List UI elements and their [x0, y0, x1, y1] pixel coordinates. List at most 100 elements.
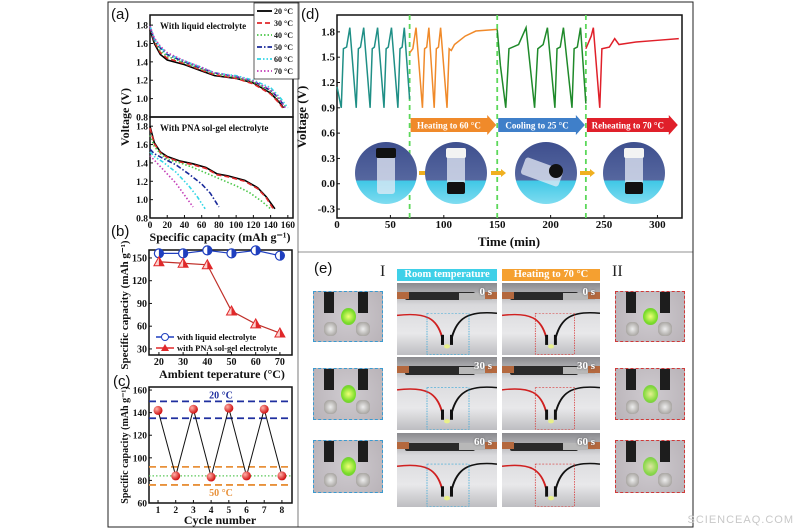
y-tick-label: 150 [132, 253, 147, 264]
x-tick-label: 50 [385, 219, 397, 231]
clip [502, 441, 514, 450]
y-tick-label: 120 [132, 276, 147, 287]
legend-label: with liquid electrolyte [177, 332, 256, 342]
clip [659, 292, 671, 313]
led-inset-heat-2 [615, 440, 685, 493]
data-point-fill [183, 248, 188, 258]
y-tick-label: 0.0 [321, 178, 335, 190]
timestamp: 60 s [473, 436, 492, 448]
lead [658, 472, 672, 487]
clip [397, 365, 409, 374]
x-tick-label: 140 [263, 221, 278, 231]
x-tick-label: 1 [156, 506, 161, 516]
y-tick-label: 1.8 [136, 123, 148, 133]
data-point-fill [183, 258, 189, 268]
data-point-fill [279, 251, 285, 261]
vial-photo-gel-reheated [603, 142, 665, 204]
clip [485, 291, 497, 299]
data-point [224, 403, 234, 413]
timestamp: 60 s [576, 436, 595, 448]
battery-end [562, 367, 596, 374]
battery-end [459, 293, 492, 300]
battery [405, 442, 475, 451]
y-tick-label: 80 [138, 477, 148, 487]
clip [625, 441, 637, 463]
x-tick-label: 60 [251, 357, 261, 368]
plot-frame [336, 14, 683, 219]
x-tick-label: 70 [275, 357, 285, 368]
led-photo-heat-0: 0 s [502, 283, 600, 355]
legend-label: 70 °C [274, 67, 293, 76]
voltage-trace-3 [585, 27, 679, 108]
x-tick-label: 100 [436, 219, 453, 231]
led-photo-room-0: 0 s [397, 283, 497, 355]
led-inset-heat-0 [615, 291, 685, 342]
x-tick-label: 5 [226, 506, 231, 516]
clip [485, 365, 497, 374]
y-axis-label: Specific capacity (mAh g⁻¹) [119, 240, 131, 370]
y-tick-label: 0.9 [321, 102, 335, 114]
group-mark-I: I [380, 263, 386, 280]
clip [588, 291, 600, 299]
lead [625, 400, 640, 414]
y-tick-label: -0.3 [318, 204, 336, 216]
y-tick-label: 60 [137, 322, 147, 333]
y-tick-label: 1.6 [136, 40, 148, 50]
clip [588, 441, 600, 450]
legend-marker [161, 344, 169, 351]
series-line-2 [149, 135, 272, 210]
x-tick-label: 20 [154, 357, 164, 368]
voltage-trace-0 [336, 27, 411, 108]
led-photo-heat-2: 60 s [502, 433, 600, 507]
header-heating: Heating to 70 °C [502, 269, 600, 281]
series-line-3 [149, 148, 220, 208]
header-room-temperature: Room temperature [397, 269, 497, 281]
y-tick-label: 120 [133, 432, 148, 442]
y-tick-label: 0.3 [321, 153, 335, 165]
lead [625, 472, 640, 487]
data-point-fill [255, 318, 261, 328]
y-tick-label: 60 [138, 500, 148, 510]
y-tick-label: 30 [137, 344, 147, 355]
annotation: With PNA sol-gel electrolyte [160, 123, 268, 133]
lead [356, 400, 370, 414]
legend-label: 20 °C [274, 7, 293, 16]
battery [509, 292, 579, 301]
series-line-2 [149, 26, 287, 109]
lead [658, 400, 672, 414]
series-line-5 [149, 155, 194, 208]
battery [405, 366, 475, 375]
stage-arrow [410, 115, 497, 135]
legend-label: 30 °C [274, 19, 293, 28]
legend-frame [253, 2, 300, 80]
clip [625, 292, 637, 313]
data-point-fill [207, 245, 212, 255]
annotation: With liquid electrolyte [160, 21, 246, 31]
y-tick-label: 140 [133, 409, 148, 419]
stage-arrow [586, 115, 678, 135]
legend-label: 60 °C [274, 55, 293, 64]
y-tick-label: 1.0 [136, 95, 148, 105]
series-line-0 [158, 249, 281, 257]
x-tick-label: 20 [162, 221, 172, 231]
x-tick-label: 200 [542, 219, 559, 231]
x-tick-label: 40 [180, 221, 190, 231]
led-icon [341, 457, 357, 476]
led-photo-heat-1: 30 s [502, 357, 600, 430]
series-line-5 [149, 25, 286, 109]
voltage-trace-2 [496, 24, 587, 108]
clip [659, 441, 671, 463]
lead [323, 472, 338, 487]
x-axis-label: Specific capacity (mAh g⁻¹) [150, 230, 291, 244]
legend-label: with PNA sol-gel electrolyte [177, 343, 277, 353]
led-icon [643, 385, 659, 403]
panel-label-b: (b) [111, 223, 130, 240]
legend-label: 40 °C [274, 31, 293, 40]
stage-arrow [498, 115, 585, 135]
stage-label: Reheating to 70 °C [592, 121, 664, 131]
lead [323, 322, 338, 337]
x-tick-label: 80 [214, 221, 224, 231]
y-axis-label: Voltage (V) [294, 86, 309, 149]
